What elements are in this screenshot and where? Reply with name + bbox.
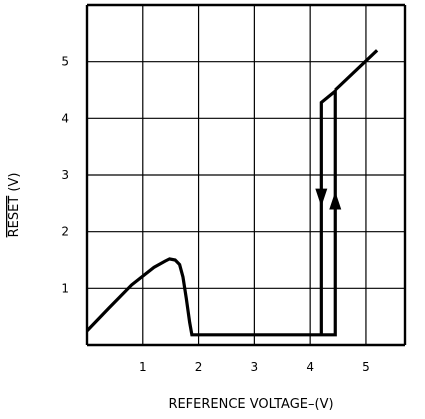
y-tick-label-1: 1 (61, 281, 69, 295)
x-tick-label-1: 1 (139, 360, 147, 374)
y-tick-label-2: 2 (61, 225, 69, 239)
direction-arrow-up-2 (329, 191, 342, 210)
y-tick-label-3: 3 (61, 168, 69, 182)
y-axis-label-unit: (V) (7, 173, 22, 196)
y-axis-label: RESET (V) (7, 173, 22, 238)
x-tick-label-3: 3 (251, 360, 259, 374)
series-line-2 (334, 49, 379, 92)
x-axis-label: REFERENCE VOLTAGE–(V) (168, 397, 333, 412)
direction-arrow-down-1 (315, 188, 328, 207)
y-tick-label-5: 5 (61, 55, 69, 69)
series-line-1 (85, 87, 337, 337)
x-tick-label-5: 5 (362, 360, 370, 374)
y-tick-label-4: 4 (61, 111, 69, 125)
y-axis-label-reset-overlined: RESET (7, 196, 22, 238)
x-tick-label-4: 4 (306, 360, 314, 374)
x-tick-label-2: 2 (195, 360, 203, 374)
